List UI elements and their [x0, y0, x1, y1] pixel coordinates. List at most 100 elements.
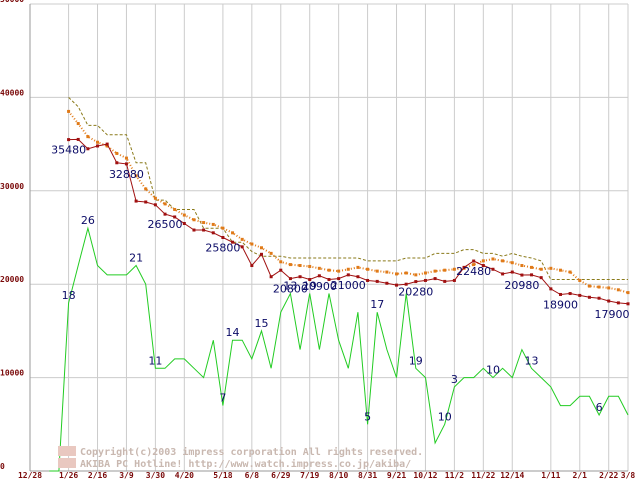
count-label: 10 [486, 364, 500, 377]
x-tick-label: 10/12 [413, 471, 437, 480]
point-min [259, 252, 263, 256]
point-min [385, 281, 389, 285]
point-min [317, 274, 321, 278]
point-min [86, 147, 90, 151]
akiba-logo-box-2 [58, 458, 76, 468]
x-tick-label: 8/10 [329, 471, 348, 480]
x-tick-label: 8/31 [358, 471, 377, 480]
point-average [472, 263, 476, 267]
point-min [346, 273, 350, 277]
point-average [105, 144, 109, 148]
point-average [568, 270, 572, 274]
point-average [578, 278, 582, 282]
point-average [375, 269, 379, 273]
point-average [385, 270, 389, 274]
point-min [144, 200, 148, 204]
count-label: 3 [451, 373, 458, 386]
y-axis: 0 10000 20000 30000 40000 50000 [0, 0, 24, 471]
point-average [327, 268, 331, 272]
count-label: 19 [303, 280, 317, 293]
x-tick-label: 4/20 [175, 471, 194, 480]
point-average [587, 284, 591, 288]
point-min [163, 212, 167, 216]
y-tick-label: 20000 [0, 275, 24, 284]
point-min [356, 275, 360, 279]
point-average [192, 218, 196, 222]
point-average [346, 267, 350, 271]
point-average [231, 231, 235, 235]
series-line-count [49, 226, 629, 472]
point-min [366, 278, 370, 282]
x-tick-label: 3/30 [146, 471, 165, 480]
y-tick-label: 50000 [0, 0, 24, 4]
min-price-label: 35480 [51, 144, 86, 157]
point-average [616, 288, 620, 292]
x-tick-label: 1/11 [541, 471, 560, 480]
min-price-label: 21000 [331, 279, 366, 292]
series-line-max [68, 97, 628, 280]
point-min [153, 203, 157, 207]
x-tick-label: 12/28 [18, 471, 42, 480]
count-label: 13 [283, 280, 297, 293]
min-price-label: 20280 [398, 286, 433, 299]
count-label: 26 [81, 214, 95, 227]
min-price-label: 26500 [148, 218, 183, 231]
x-tick-label: 3/9 [119, 471, 134, 480]
point-average [86, 135, 90, 139]
point-min [491, 267, 495, 271]
point-min [105, 142, 109, 146]
y-tick-label: 10000 [0, 369, 24, 378]
x-tick-label: 12/14 [500, 471, 524, 480]
point-min [327, 278, 331, 282]
point-average [404, 271, 408, 275]
point-min [250, 264, 254, 268]
count-label: 10 [438, 410, 452, 423]
series-lines [49, 97, 630, 472]
x-tick-label: 9/21 [387, 471, 406, 480]
count-label: 21 [129, 252, 143, 265]
point-average [366, 267, 370, 271]
min-price-label: 32880 [109, 168, 144, 181]
point-min [404, 282, 408, 286]
point-average [298, 264, 302, 268]
point-min [549, 287, 553, 291]
point-average [144, 187, 148, 191]
point-min [616, 301, 620, 305]
series-line-average [67, 110, 629, 294]
point-min [587, 295, 591, 299]
x-tick-label: 6/8 [245, 471, 260, 480]
min-price-label: 18900 [543, 298, 578, 311]
point-average [153, 196, 157, 200]
point-average [76, 122, 80, 126]
count-label: 6 [596, 401, 603, 414]
point-min [269, 275, 273, 279]
point-average [356, 265, 360, 269]
point-average [250, 242, 254, 246]
point-average [211, 222, 215, 226]
point-min [211, 231, 215, 235]
point-min [626, 302, 630, 306]
point-min [279, 268, 283, 272]
point-average [501, 259, 505, 263]
point-average [134, 174, 138, 178]
point-min [597, 296, 601, 300]
point-min [501, 272, 505, 276]
point-average [481, 259, 485, 263]
point-min [115, 161, 119, 165]
point-min [337, 277, 341, 281]
point-average [443, 268, 447, 272]
point-average [279, 260, 283, 264]
count-label: 15 [254, 317, 268, 330]
point-min [452, 278, 456, 282]
point-average [221, 226, 225, 230]
x-tick-label: 1/26 [59, 471, 78, 480]
point-min [134, 199, 138, 203]
akiba-logo-box [58, 446, 76, 456]
point-average [173, 207, 177, 211]
point-average [520, 264, 524, 268]
point-min [182, 221, 186, 225]
point-average [539, 267, 543, 271]
count-label: 19 [409, 354, 423, 367]
point-average [452, 267, 456, 271]
